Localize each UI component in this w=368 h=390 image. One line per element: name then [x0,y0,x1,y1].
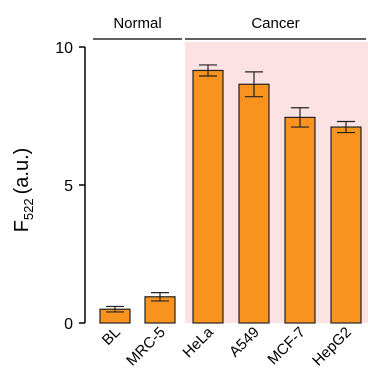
bar-hela [192,69,224,324]
x-tick-label-a549: A549 [226,324,263,361]
y-axis-label-unit: (a.u.) [11,148,33,195]
y-tick-label-10: 10 [55,40,73,57]
y-axis-label-sub: 522 [21,198,36,220]
x-tick-label-hela: HeLa [179,323,217,361]
group-label-normal: Normal [113,15,161,32]
x-tick-label-mcf-7: MCF-7 [264,324,308,368]
y-tick-label-0: 0 [64,316,73,333]
x-tick-label-bl: BL [99,324,124,349]
y-tick-label-5: 5 [64,178,73,195]
y-axis-label: F522 (a.u.) [11,148,36,233]
bar-a549 [238,83,270,324]
group-label-cancer: Cancer [251,15,299,32]
x-tick-label-mrc-5: MRC-5 [123,324,169,370]
bar-mcf-7 [284,116,316,324]
x-tick-label-hepg2: HepG2 [309,324,355,370]
y-axis-label-main: F [11,220,33,232]
group-annotations: Normal Cancer [93,15,366,40]
bar-hepg2 [330,126,362,324]
bars [99,64,362,324]
